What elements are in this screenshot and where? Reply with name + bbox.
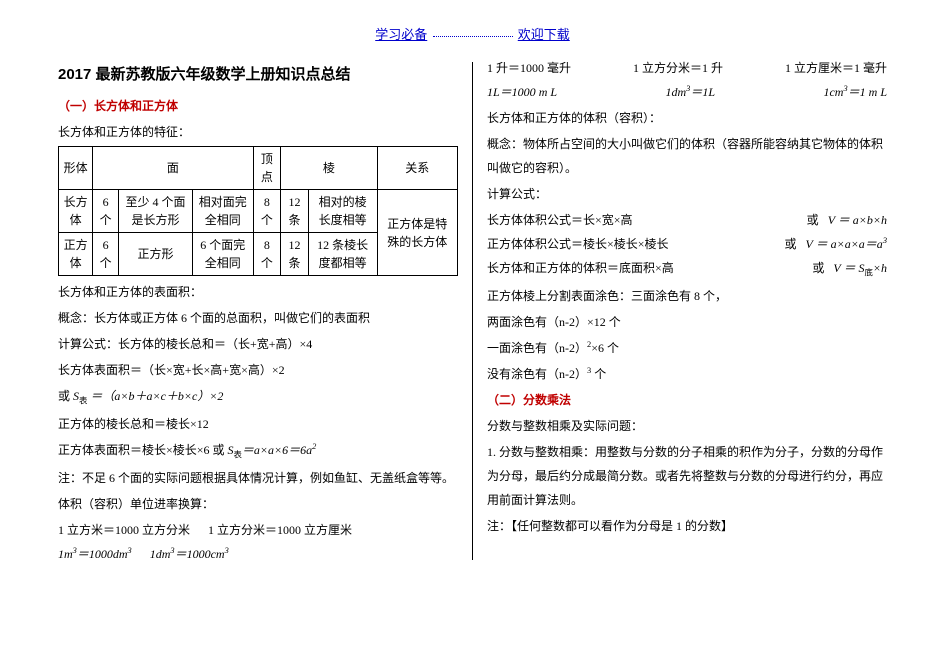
note-insufficient: 注：不足 6 个面的实际问题根据具体情况计算，例如鱼缸、无盖纸盒等等。 [58, 466, 458, 490]
paint-1face: 一面涂色有（n-2）2×6 个 [487, 336, 887, 360]
volume-conv-math: 1m3＝1000dm3 1dm3＝1000cm3 [58, 542, 458, 566]
header-gap [433, 36, 513, 37]
cube-vol: 正方体体积公式＝棱长×棱长×棱长 [487, 232, 784, 256]
header-right: 欢迎下载 [518, 27, 570, 42]
surface-concept: 概念：长方体或正方体 6 个面的总面积，叫做它们的表面积 [58, 306, 458, 330]
fraction-note: 注：【任何整数都可以看作为分母是 1 的分数】 [487, 514, 887, 538]
cell: 8 个 [253, 190, 281, 233]
conv: 1 立方分米＝1000 立方厘米 [208, 518, 352, 542]
section-2-heading: （二）分数乘法 [487, 388, 887, 412]
math-expr: 1m3＝1000dm3 [58, 542, 132, 566]
th-relation: 关系 [377, 147, 457, 190]
cell: 12条 [281, 190, 309, 233]
cell: 相对的棱长度相等 [308, 190, 377, 233]
or-math: 或 V ＝ a×b×h [807, 208, 887, 232]
cell: 至少 4 个面是长方形 [119, 190, 193, 233]
cell: 正方体是特殊的长方体 [377, 190, 457, 276]
math-expr: V ＝ a×a×a＝a3 [806, 237, 888, 251]
column-divider [472, 62, 473, 560]
cell: 正方体 [59, 233, 93, 276]
right-column: 1 升＝1000 毫升 1 立方分米＝1 升 1 立方厘米＝1 毫升 1L＝10… [487, 56, 887, 566]
th-edge: 棱 [281, 147, 377, 190]
cuboid-vol-line: 长方体体积公式＝长×宽×高 或 V ＝ a×b×h [487, 208, 887, 232]
cube-edge-sum: 正方体的棱长总和＝棱长×12 [58, 412, 458, 436]
cuboid-vol: 长方体体积公式＝长×宽×高 [487, 208, 807, 232]
cube-surface: 正方体表面积＝棱长×棱长×6 或 S表＝a×a×6＝6a2 [58, 438, 458, 464]
liter-row1: 1 升＝1000 毫升 1 立方分米＝1 升 1 立方厘米＝1 毫升 [487, 56, 887, 80]
formula-surface-math: 或 S表 ＝（a×b＋a×c＋b×c）×2 [58, 384, 458, 410]
formula-surface: 长方体表面积＝（长×宽+长×高+宽×高）×2 [58, 358, 458, 382]
label-or: 或 [58, 389, 70, 403]
math-expr: V ＝ S底×h [833, 261, 887, 275]
math-expr: 1cm3＝1 m L [823, 80, 887, 104]
cube-vol-line: 正方体体积公式＝棱长×棱长×棱长 或 V ＝ a×a×a＝a3 [487, 232, 887, 256]
cell: 6 个 [93, 233, 119, 276]
doc-title: 2017 最新苏教版六年级数学上册知识点总结 [58, 60, 458, 90]
or-math: 或 V ＝ S底×h [812, 256, 887, 282]
cell: 12条 [281, 233, 309, 276]
calc-title: 计算公式： [487, 182, 887, 206]
math-expr: 1L＝1000 m L [487, 80, 557, 104]
math-expr: 1dm3＝1000cm3 [150, 542, 229, 566]
section-1-heading: （一）长方体和正方体 [58, 94, 458, 118]
volume-concept: 概念：物体所占空间的大小叫做它们的体积（容器所能容纳其它物体的体积叫做它的容积）… [487, 132, 887, 180]
conv: 1 升＝1000 毫升 [487, 56, 571, 80]
cell: 长方体 [59, 190, 93, 233]
cube-surface-prefix: 正方体表面积＝棱长×棱长×6 或 [58, 443, 225, 457]
math-expr: S表＝a×a×6＝6a2 [228, 443, 317, 457]
cell: 12 条棱长度都相等 [308, 233, 377, 276]
th-shape: 形体 [59, 147, 93, 190]
conv: 1 立方厘米＝1 毫升 [785, 56, 887, 80]
features-intro: 长方体和正方体的特征： [58, 120, 458, 144]
paint-0face: 没有涂色有（n-2）3 个 [487, 362, 887, 386]
fraction-title: 分数与整数相乘及实际问题： [487, 414, 887, 438]
header-left: 学习必备 [375, 27, 427, 42]
left-column: 2017 最新苏教版六年级数学上册知识点总结 （一）长方体和正方体 长方体和正方… [58, 56, 458, 566]
volume-conv-cn: 1 立方米＝1000 立方分米 1 立方分米＝1000 立方厘米 [58, 518, 458, 542]
fraction-rule: 1. 分数与整数相乘：用整数与分数的分子相乘的积作为分子，分数的分母作为分母，最… [487, 440, 887, 512]
conv: 1 立方米＝1000 立方分米 [58, 518, 190, 542]
cell: 正方形 [119, 233, 193, 276]
paint-title: 正方体棱上分割表面涂色：三面涂色有 8 个， [487, 284, 887, 308]
th-face: 面 [93, 147, 253, 190]
paint-2face: 两面涂色有（n-2）×12 个 [487, 310, 887, 334]
volume-unit-title: 体积（容积）单位进率换算： [58, 492, 458, 516]
cell: 8 个 [253, 233, 281, 276]
table-row: 形体 面 顶点 棱 关系 [59, 147, 458, 190]
th-vertex: 顶点 [253, 147, 281, 190]
label-or: 或 [784, 237, 796, 251]
conv: 1 立方分米＝1 升 [633, 56, 723, 80]
or-math: 或 V ＝ a×a×a＝a3 [784, 232, 887, 256]
cell: 相对面完全相同 [192, 190, 253, 233]
surface-title: 长方体和正方体的表面积： [58, 280, 458, 304]
volume-title: 长方体和正方体的体积（容积）： [487, 106, 887, 130]
header: 学习必备 欢迎下载 [0, 0, 945, 48]
formula-edge-sum: 计算公式：长方体的棱长总和＝（长+宽+高）×4 [58, 332, 458, 356]
cell: 6 个 [93, 190, 119, 233]
liter-row2: 1L＝1000 m L 1dm3＝1L 1cm3＝1 m L [487, 80, 887, 104]
cell: 6 个面完全相同 [192, 233, 253, 276]
table-row: 长方体 6 个 至少 4 个面是长方形 相对面完全相同 8 个 12条 相对的棱… [59, 190, 458, 233]
math-expr: 1dm3＝1L [665, 80, 715, 104]
label-or: 或 [807, 213, 819, 227]
math-expr: S表 ＝（a×b＋a×c＋b×c）×2 [73, 389, 223, 403]
features-table: 形体 面 顶点 棱 关系 长方体 6 个 至少 4 个面是长方形 相对面完全相同… [58, 146, 458, 276]
label-or: 或 [812, 261, 824, 275]
common-vol: 长方体和正方体的体积＝底面积×高 [487, 256, 812, 282]
common-vol-line: 长方体和正方体的体积＝底面积×高 或 V ＝ S底×h [487, 256, 887, 282]
math-expr: V ＝ a×b×h [828, 213, 887, 227]
